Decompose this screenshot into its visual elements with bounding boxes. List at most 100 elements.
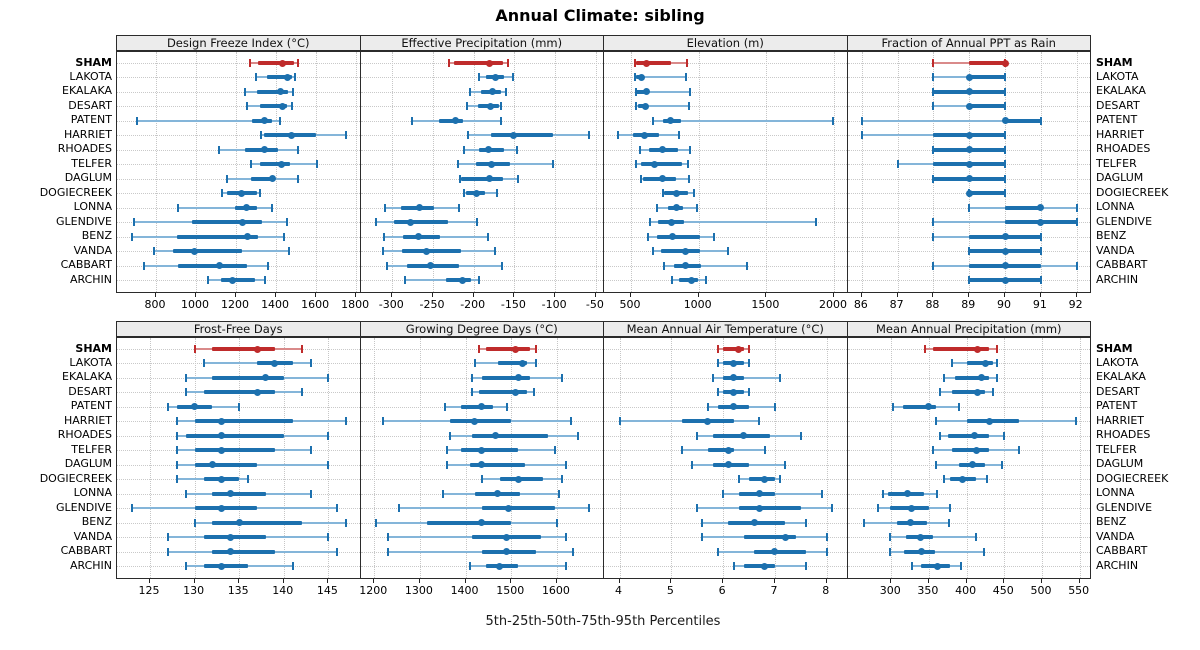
row-gridline [360,207,603,209]
median-dot [226,490,234,498]
whisker-cap-5th [468,87,471,96]
whisker-cap-5th [383,232,386,241]
axis-tick [391,293,393,297]
whisker-cap-5th [184,388,187,397]
v-gridline [774,338,776,578]
whisker-cap-5th [404,276,407,285]
bar-25th-75th [426,520,512,525]
median-dot [260,117,268,125]
axis-tick-label: 350 [917,584,939,597]
whisker-5th-95th [861,134,1006,137]
bar-25th-75th [661,249,701,254]
axis-tick-label: 300 [879,584,901,597]
bar-25th-75th [947,433,990,438]
whisker-cap-5th [448,431,451,440]
bar-25th-75th [486,347,530,351]
median-dot [934,562,942,570]
axis-tick [630,293,632,297]
median-dot [740,432,748,440]
row-gridline [117,106,360,108]
whisker-cap-5th [680,446,683,455]
whisker-cap-5th [737,475,740,484]
median-dot [243,233,251,241]
median-dot [283,73,291,81]
whisker-cap-5th [383,203,386,212]
station-label: EKALAKA [62,84,112,98]
median-dot [643,59,651,67]
whisker-cap-95th [501,261,504,270]
bar-25th-75th [194,448,275,453]
median-dot [978,374,986,382]
whisker-cap-5th [386,533,389,542]
median-dot [667,117,675,125]
row-gridline [604,135,847,137]
whisker-cap-5th [691,460,694,469]
axis-tick-label: -250 [419,298,445,311]
whisker-cap-5th [480,475,483,484]
v-gridline [374,338,376,578]
axis-tick-label: 90 [997,298,1012,311]
median-dot [650,160,658,168]
whisker-5th-95th [405,279,479,282]
median-dot [514,475,522,483]
axis-tick [282,579,284,583]
row-gridline [604,91,847,93]
median-dot [1001,276,1009,284]
bar-25th-75th [743,564,775,569]
median-dot [237,189,245,197]
panel-plot [603,337,848,579]
whisker-cap-95th [982,547,985,556]
axis-tick [832,293,834,297]
whisker-cap-95th [825,533,828,542]
panel-header: Mean Annual Precipitation (mm) [846,321,1091,337]
bar-25th-75th [173,249,243,254]
whisker-cap-95th [288,247,291,256]
axis-tick-label: 1300 [404,584,433,597]
whisker-cap-5th [939,431,942,440]
axis-tick-label: -100 [541,298,567,311]
whisker-cap-5th [260,131,263,140]
median-dot [730,374,738,382]
axis-tick-label: 87 [889,298,904,311]
whisker-cap-5th [656,203,659,212]
whisker-cap-95th [297,59,300,67]
whisker-cap-5th [662,261,665,270]
median-dot [730,388,738,396]
whisker-cap-5th [446,446,449,455]
whisker-cap-95th [1074,417,1077,426]
whisker-cap-95th [327,431,330,440]
axis-tick [890,579,892,583]
median-dot [1001,117,1009,125]
whisker-cap-95th [1004,73,1007,82]
whisker-cap-95th [779,373,782,382]
v-gridline [833,52,835,292]
v-gridline [897,52,899,292]
bar-25th-75th [636,61,671,65]
whisker-cap-5th [473,359,476,368]
whisker-cap-95th [779,475,782,484]
whisker-cap-95th [748,359,751,368]
station-label: DESART [1096,384,1140,398]
station-label: DESART [68,98,112,112]
station-label: EKALAKA [1096,84,1146,98]
median-dot [981,359,989,367]
median-dot [277,160,285,168]
station-label: VANDA [73,243,112,257]
median-dot [491,432,499,440]
whisker-cap-95th [300,345,303,353]
v-gridline [156,52,158,292]
median-dot [217,504,225,512]
whisker-cap-95th [535,359,538,368]
median-dot [458,276,466,284]
station-label: PATENT [1096,399,1138,413]
median-dot [471,417,479,425]
median-dot [226,548,234,556]
median-dot [217,475,225,483]
whisker-cap-95th [686,160,689,169]
whisker-5th-95th [635,105,690,108]
station-label: EKALAKA [62,370,112,384]
whisker-cap-5th [706,402,709,411]
bar-25th-75th [966,419,1020,424]
axis-tick-label: 140 [272,584,294,597]
whisker-cap-95th [458,203,461,212]
